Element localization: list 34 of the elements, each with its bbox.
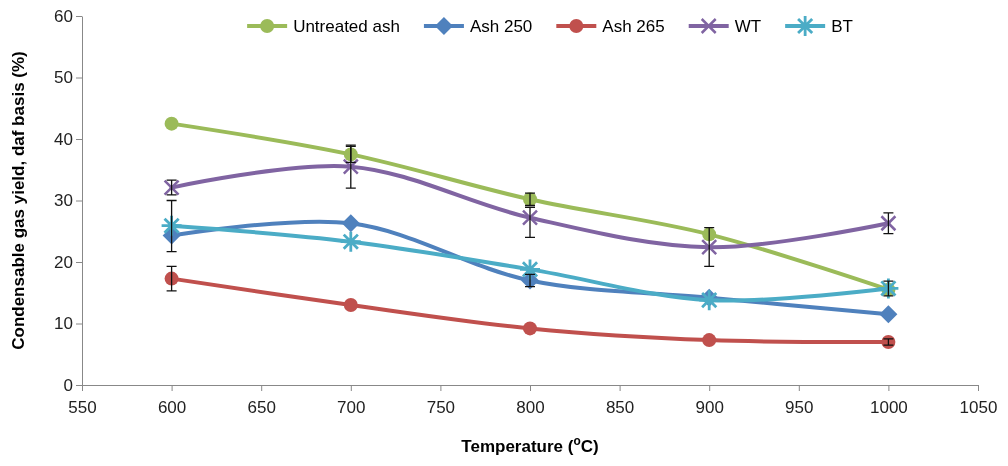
y-tick-label: 50 <box>54 68 73 88</box>
x-axis-title: Temperature ($^{o}$C) <box>461 434 599 456</box>
point <box>164 116 179 131</box>
y-axis-title: Condensable gas yield, daf basis (%) <box>9 51 28 350</box>
x-tick-label: 700 <box>337 397 366 417</box>
point <box>879 305 898 324</box>
point <box>340 231 361 252</box>
y-tick-label: 10 <box>54 314 73 334</box>
legend-label: Ash 250 <box>469 17 533 36</box>
legend-label: Ash 265 <box>602 17 665 36</box>
y-tick-label: 20 <box>54 252 73 272</box>
x-tick-label: 550 <box>68 397 97 417</box>
y-tick-label: 30 <box>54 191 73 211</box>
point <box>523 321 537 336</box>
x-tick-label: 750 <box>426 397 456 417</box>
x-tick-label: 650 <box>247 397 276 417</box>
point <box>702 333 717 348</box>
x-tick-label: 600 <box>157 397 187 417</box>
y-tick-label: 0 <box>63 375 73 395</box>
x-tick-label: 1000 <box>869 397 908 417</box>
point <box>343 298 358 313</box>
y-tick-label: 60 <box>54 6 73 26</box>
legend-label: Untreated ash <box>293 17 400 36</box>
y-tick-label: 40 <box>54 129 73 149</box>
point <box>341 214 360 233</box>
x-tick-label: 900 <box>695 397 724 417</box>
point <box>881 334 896 349</box>
x-tick-label: 1050 <box>959 397 998 417</box>
x-tick-label: 850 <box>605 397 635 417</box>
point <box>700 238 718 256</box>
legend-label: BT <box>831 17 853 36</box>
x-tick-label: 950 <box>785 397 814 417</box>
x-tick-label: 800 <box>516 397 545 417</box>
legend-label: WT <box>734 17 762 36</box>
